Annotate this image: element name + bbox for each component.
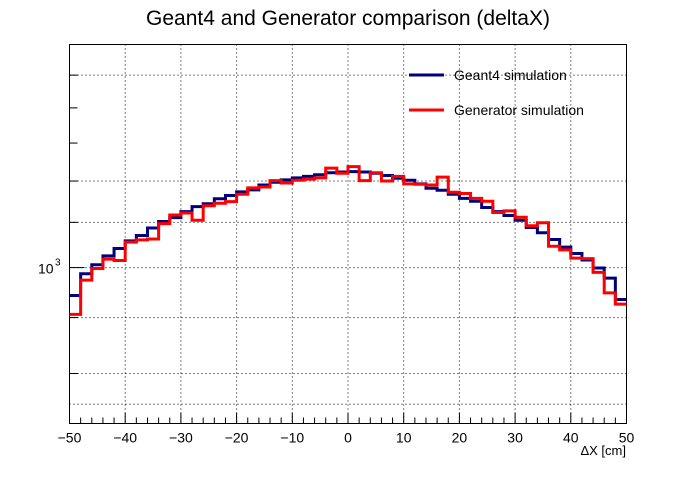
- legend: Geant4 simulation Generator simulation: [409, 67, 584, 118]
- x-tick-label: −40: [113, 430, 137, 446]
- chart-title: Geant4 and Generator comparison (deltaX): [146, 7, 550, 30]
- legend-label: Geant4 simulation: [454, 67, 567, 83]
- series-line-geant4: [69, 170, 627, 301]
- x-tick-label: 30: [507, 430, 523, 446]
- y-tick-label-base: 10: [38, 261, 54, 277]
- x-tick-label: −50: [58, 430, 82, 446]
- series-line-generator: [69, 165, 627, 316]
- x-tick-label: −20: [225, 430, 249, 446]
- x-tick-label: 0: [344, 430, 352, 446]
- x-tick-label: 40: [563, 430, 579, 446]
- legend-label: Generator simulation: [454, 102, 584, 118]
- x-tick-label: 20: [452, 430, 468, 446]
- x-tick-label: −10: [280, 430, 304, 446]
- x-tick-label: −30: [169, 430, 193, 446]
- x-tick-label: 50: [619, 430, 635, 446]
- series-layer: [69, 165, 627, 316]
- x-axis-label: ΔX [cm]: [580, 443, 626, 458]
- y-tick-label-exponent: 3: [55, 258, 61, 269]
- x-tick-label: 10: [396, 430, 412, 446]
